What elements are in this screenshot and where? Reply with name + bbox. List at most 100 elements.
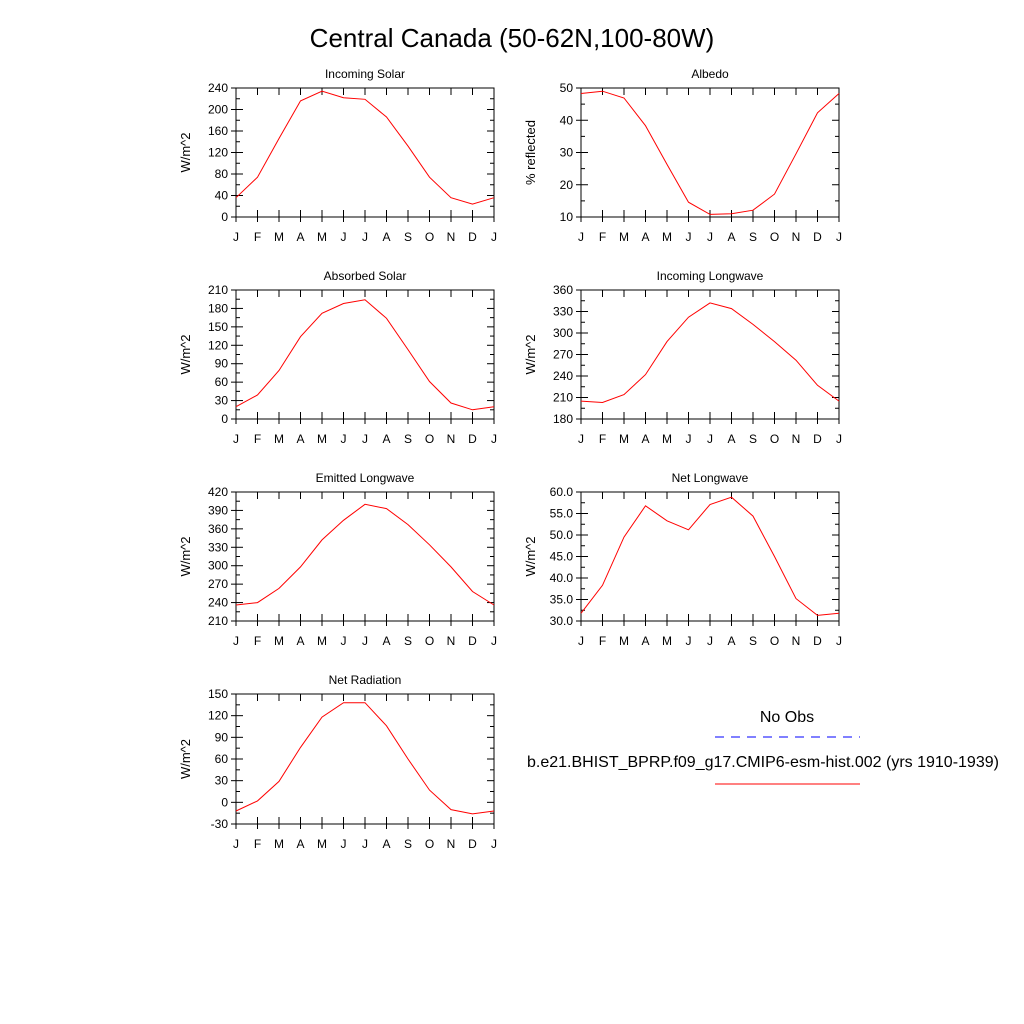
absorbed-solar-xtick-label: F xyxy=(254,432,261,446)
legend-model-label: b.e21.BHIST_BPRP.f09_g17.CMIP6-esm-hist.… xyxy=(527,754,999,771)
incoming-solar-ylabel: W/m^2 xyxy=(178,132,193,172)
net-radiation-ytick-label: 30 xyxy=(215,774,229,788)
incoming-longwave-ytick-label: 300 xyxy=(553,326,573,340)
albedo-ytick-label: 50 xyxy=(560,81,574,95)
net-longwave-xtick-label: J xyxy=(578,634,584,648)
net-longwave-ytick-label: 55.0 xyxy=(550,507,574,521)
net-radiation-xtick-label: J xyxy=(362,837,368,851)
incoming-longwave-xtick-label: J xyxy=(686,432,692,446)
emitted-longwave-ytick-label: 270 xyxy=(208,577,228,591)
net-longwave-xtick-label: S xyxy=(749,634,757,648)
net-longwave-xtick-label: J xyxy=(707,634,713,648)
albedo-ytick-label: 40 xyxy=(560,113,574,127)
incoming-longwave-xtick-label: A xyxy=(641,432,649,446)
incoming-longwave-xtick-label: N xyxy=(792,432,801,446)
emitted-longwave-ytick-label: 420 xyxy=(208,485,228,499)
incoming-longwave-panel: Incoming Longwave 180 210 240 270 300 330 360 J F… xyxy=(523,269,842,446)
net-longwave-xtick-label: M xyxy=(619,634,629,648)
absorbed-solar-xtick-label: J xyxy=(341,432,347,446)
albedo-xtick-label: O xyxy=(770,230,779,244)
incoming-solar-ytick-label: 80 xyxy=(215,167,229,181)
absorbed-solar-ytick-label: 0 xyxy=(221,412,228,426)
figure-title: Central Canada (50-62N,100-80W) xyxy=(310,23,715,53)
absorbed-solar-xtick-label: A xyxy=(296,432,304,446)
incoming-solar-ytick-label: 200 xyxy=(208,103,228,117)
emitted-longwave-xtick-label: J xyxy=(362,634,368,648)
emitted-longwave-xtick-label: J xyxy=(233,634,239,648)
incoming-solar-xtick-label: A xyxy=(296,230,304,244)
incoming-longwave-ytick-label: 270 xyxy=(553,348,573,362)
net-longwave-ytick-label: 50.0 xyxy=(550,528,574,542)
incoming-solar-xtick-label: J xyxy=(233,230,239,244)
net-longwave-ytick-label: 40.0 xyxy=(550,571,574,585)
incoming-longwave-xtick-label: S xyxy=(749,432,757,446)
emitted-longwave-xtick-label: O xyxy=(425,634,434,648)
incoming-solar-xtick-label: F xyxy=(254,230,261,244)
emitted-longwave-ytick-label: 390 xyxy=(208,503,228,517)
net-radiation-xtick-label: F xyxy=(254,837,261,851)
incoming-longwave-xtick-label: M xyxy=(619,432,629,446)
net-longwave-xtick-label: J xyxy=(836,634,842,648)
net-longwave-title: Net Longwave xyxy=(672,471,749,485)
emitted-longwave-ytick-label: 210 xyxy=(208,614,228,628)
emitted-longwave-title: Emitted Longwave xyxy=(316,471,415,485)
absorbed-solar-ytick-label: 150 xyxy=(208,320,228,334)
legend-obs-label: No Obs xyxy=(760,709,814,726)
absorbed-solar-ytick-label: 120 xyxy=(208,338,228,352)
incoming-longwave-ytick-label: 240 xyxy=(553,369,573,383)
incoming-solar-title: Incoming Solar xyxy=(325,67,405,81)
emitted-longwave-ytick-label: 240 xyxy=(208,596,228,610)
net-radiation-xtick-label: J xyxy=(233,837,239,851)
net-radiation-xtick-label: J xyxy=(341,837,347,851)
net-longwave-series-line xyxy=(580,496,840,616)
net-radiation-ytick-label: 90 xyxy=(215,730,229,744)
absorbed-solar-xtick-label: S xyxy=(404,432,412,446)
incoming-solar-xtick-label: D xyxy=(468,230,477,244)
albedo-xtick-label: M xyxy=(619,230,629,244)
absorbed-solar-xtick-label: M xyxy=(317,432,327,446)
incoming-longwave-xtick-label: M xyxy=(662,432,672,446)
incoming-longwave-ylabel: W/m^2 xyxy=(523,334,538,374)
net-radiation-series-line xyxy=(235,702,495,815)
albedo-xtick-label: F xyxy=(599,230,606,244)
net-longwave-ytick-label: 30.0 xyxy=(550,614,574,628)
absorbed-solar-xtick-label: A xyxy=(382,432,390,446)
emitted-longwave-ytick-label: 300 xyxy=(208,559,228,573)
emitted-longwave-xtick-label: N xyxy=(447,634,456,648)
incoming-solar-xtick-label: M xyxy=(274,230,284,244)
emitted-longwave-xtick-label: A xyxy=(382,634,390,648)
albedo-series-line xyxy=(580,90,840,215)
incoming-solar-xtick-label: J xyxy=(491,230,497,244)
incoming-longwave-title: Incoming Longwave xyxy=(657,269,764,283)
net-radiation-xtick-label: M xyxy=(317,837,327,851)
net-radiation-xtick-label: A xyxy=(382,837,390,851)
incoming-solar-xtick-label: N xyxy=(447,230,456,244)
absorbed-solar-series-line xyxy=(235,299,495,411)
net-longwave-ytick-label: 45.0 xyxy=(550,550,574,564)
emitted-longwave-xtick-label: S xyxy=(404,634,412,648)
absorbed-solar-ytick-label: 180 xyxy=(208,301,228,315)
emitted-longwave-ylabel: W/m^2 xyxy=(178,536,193,576)
albedo-xtick-label: N xyxy=(792,230,801,244)
albedo-ytick-label: 20 xyxy=(560,178,574,192)
absorbed-solar-ylabel: W/m^2 xyxy=(178,334,193,374)
emitted-longwave-series-line xyxy=(235,503,495,606)
incoming-longwave-series-line xyxy=(580,302,840,404)
absorbed-solar-title: Absorbed Solar xyxy=(324,269,407,283)
legend: No Obs b.e21.BHIST_BPRP.f09_g17.CMIP6-es… xyxy=(527,709,999,785)
emitted-longwave-xtick-label: J xyxy=(491,634,497,648)
absorbed-solar-ytick-label: 30 xyxy=(215,394,229,408)
net-longwave-xtick-label: A xyxy=(641,634,649,648)
incoming-solar-xtick-label: S xyxy=(404,230,412,244)
net-longwave-ytick-label: 35.0 xyxy=(550,593,574,607)
incoming-solar-ytick-label: 0 xyxy=(221,210,228,224)
emitted-longwave-xtick-label: F xyxy=(254,634,261,648)
net-longwave-xtick-label: O xyxy=(770,634,779,648)
absorbed-solar-ytick-label: 90 xyxy=(215,357,229,371)
incoming-solar-series-line xyxy=(235,90,495,205)
